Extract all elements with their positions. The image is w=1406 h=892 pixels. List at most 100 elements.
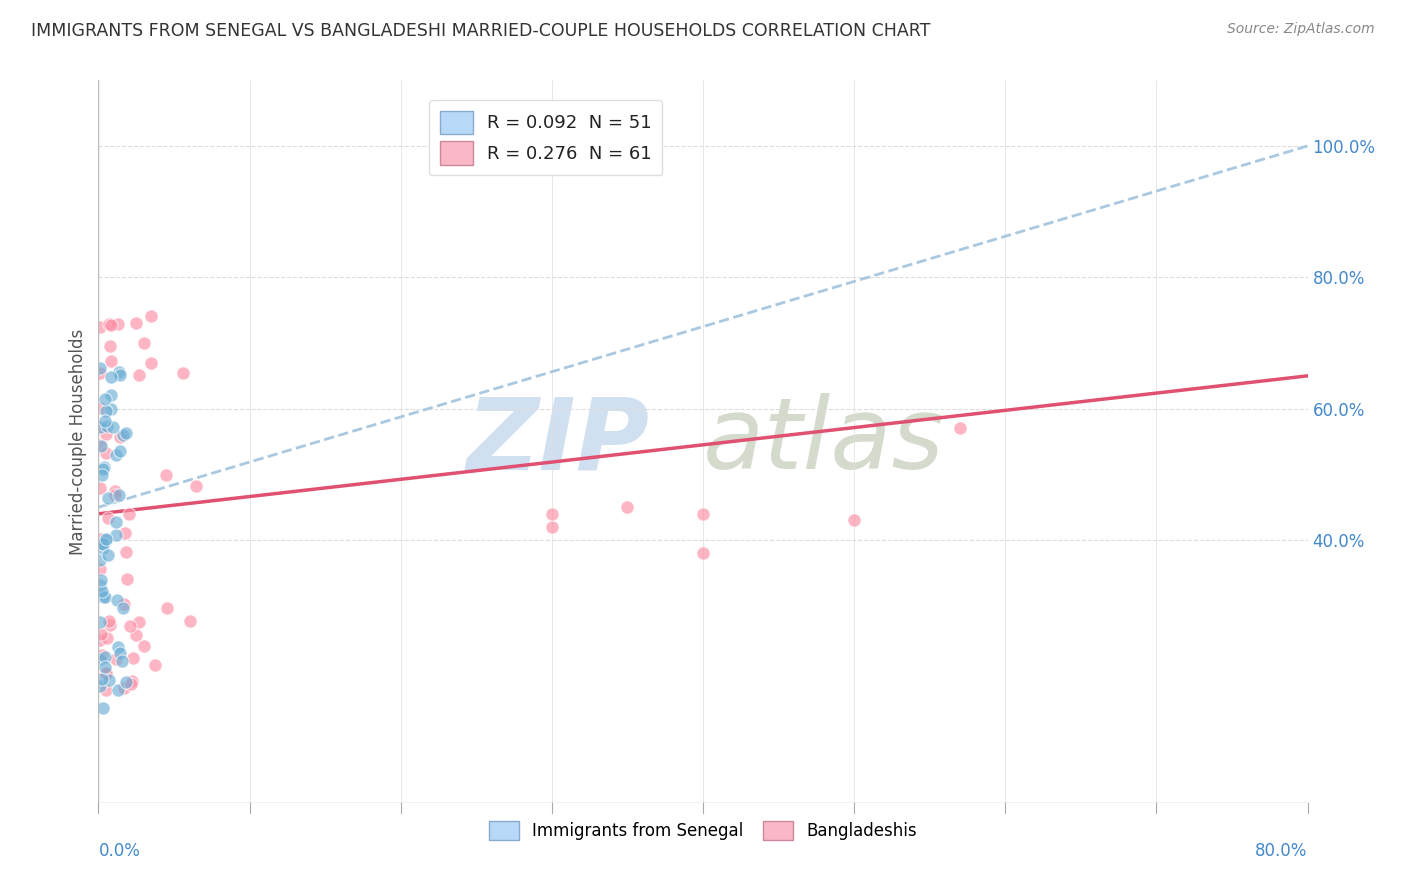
- Y-axis label: Married-couple Households: Married-couple Households: [69, 328, 87, 555]
- Point: [94, 660, 117, 674]
- Point: [105, 592, 128, 607]
- Text: 80.0%: 80.0%: [1256, 842, 1308, 860]
- Point: [118, 507, 141, 521]
- Point: [93, 590, 115, 604]
- Point: [89, 361, 111, 376]
- Point: [89, 366, 111, 380]
- Point: [94, 665, 117, 680]
- Point: [128, 368, 150, 383]
- Point: [186, 479, 208, 493]
- Text: atlas: atlas: [703, 393, 945, 490]
- Point: [101, 420, 124, 434]
- Point: [91, 537, 114, 551]
- Point: [155, 467, 177, 482]
- Point: [540, 520, 562, 534]
- Point: [108, 646, 131, 660]
- Legend: Immigrants from Senegal, Bangladeshis: Immigrants from Senegal, Bangladeshis: [481, 813, 925, 848]
- Point: [94, 533, 117, 547]
- Point: [104, 516, 127, 530]
- Point: [121, 674, 143, 689]
- Point: [94, 392, 117, 407]
- Point: [89, 615, 111, 630]
- Point: [112, 597, 135, 611]
- Point: [104, 488, 127, 502]
- Point: [91, 648, 114, 662]
- Point: [98, 317, 121, 331]
- Point: [91, 701, 114, 715]
- Point: [93, 462, 115, 476]
- Point: [110, 654, 132, 668]
- Point: [179, 614, 201, 628]
- Point: [111, 427, 134, 442]
- Point: [90, 533, 112, 547]
- Point: [108, 365, 131, 379]
- Point: [94, 414, 117, 428]
- Point: [90, 672, 112, 686]
- Point: [571, 132, 593, 146]
- Point: [125, 316, 148, 330]
- Text: ZIP: ZIP: [467, 393, 650, 490]
- Point: [141, 356, 163, 370]
- Point: [100, 318, 122, 333]
- Text: Source: ZipAtlas.com: Source: ZipAtlas.com: [1227, 22, 1375, 37]
- Point: [110, 443, 132, 458]
- Point: [97, 491, 120, 505]
- Point: [98, 338, 121, 352]
- Point: [90, 536, 112, 550]
- Point: [96, 532, 118, 546]
- Point: [91, 541, 114, 556]
- Point: [844, 513, 866, 527]
- Point: [692, 507, 714, 521]
- Point: [104, 483, 127, 498]
- Point: [90, 627, 112, 641]
- Point: [105, 448, 128, 462]
- Point: [141, 310, 163, 324]
- Point: [112, 601, 135, 615]
- Point: [108, 368, 131, 383]
- Point: [89, 420, 111, 434]
- Point: [105, 652, 128, 666]
- Point: [949, 421, 972, 435]
- Point: [93, 459, 115, 474]
- Text: IMMIGRANTS FROM SENEGAL VS BANGLADESHI MARRIED-COUPLE HOUSEHOLDS CORRELATION CHA: IMMIGRANTS FROM SENEGAL VS BANGLADESHI M…: [31, 22, 931, 40]
- Point: [89, 420, 111, 434]
- Point: [89, 632, 111, 647]
- Point: [97, 673, 120, 688]
- Point: [172, 367, 194, 381]
- Point: [100, 388, 122, 402]
- Point: [692, 546, 714, 560]
- Point: [122, 651, 145, 665]
- Point: [107, 640, 129, 654]
- Point: [143, 657, 166, 672]
- Point: [96, 426, 118, 441]
- Point: [117, 572, 139, 586]
- Point: [125, 628, 148, 642]
- Point: [89, 679, 111, 693]
- Point: [108, 488, 131, 502]
- Point: [96, 667, 118, 681]
- Point: [90, 584, 112, 599]
- Point: [132, 639, 155, 653]
- Point: [94, 445, 117, 459]
- Point: [90, 439, 112, 453]
- Point: [89, 319, 111, 334]
- Point: [89, 401, 111, 415]
- Point: [112, 681, 135, 695]
- Point: [89, 553, 111, 567]
- Point: [89, 562, 111, 576]
- Point: [104, 528, 127, 542]
- Point: [114, 675, 136, 690]
- Point: [89, 651, 111, 665]
- Point: [97, 510, 120, 524]
- Point: [89, 438, 111, 452]
- Point: [156, 600, 179, 615]
- Text: 0.0%: 0.0%: [98, 842, 141, 860]
- Point: [96, 632, 118, 646]
- Point: [94, 404, 117, 418]
- Point: [94, 682, 117, 697]
- Point: [128, 615, 150, 630]
- Point: [94, 649, 117, 664]
- Point: [90, 573, 112, 587]
- Point: [107, 317, 129, 331]
- Point: [100, 370, 122, 384]
